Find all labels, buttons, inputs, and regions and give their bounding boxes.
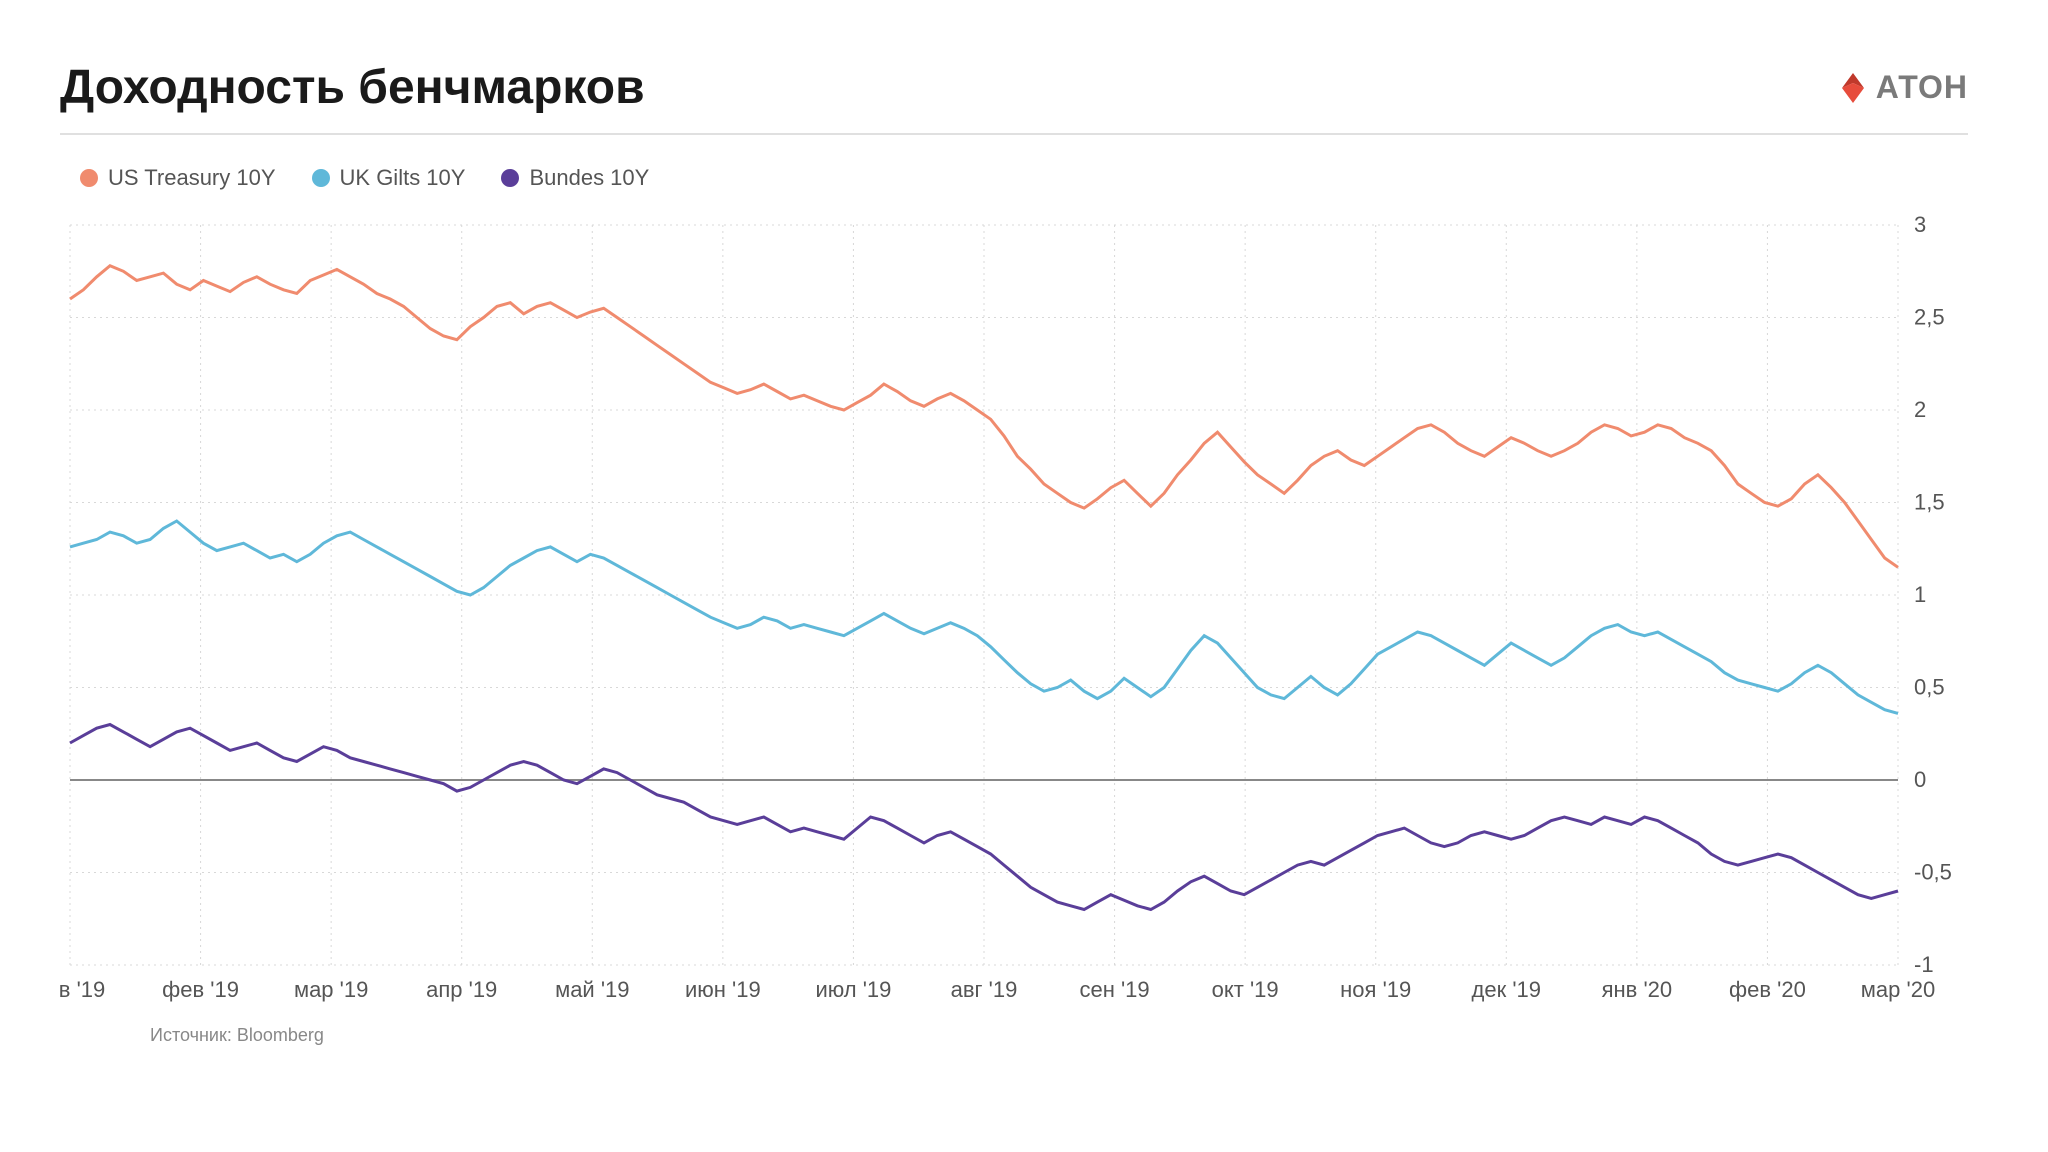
svg-text:0: 0 (1914, 767, 1926, 792)
svg-text:фев '20: фев '20 (1729, 977, 1806, 1002)
logo: АТОН (1836, 69, 1968, 106)
svg-text:-1: -1 (1914, 952, 1934, 977)
legend-dot (312, 169, 330, 187)
legend-item: UK Gilts 10Y (312, 165, 466, 191)
svg-text:дек '19: дек '19 (1472, 977, 1541, 1002)
svg-text:1,5: 1,5 (1914, 490, 1945, 515)
svg-text:авг '19: авг '19 (951, 977, 1018, 1002)
legend-label: US Treasury 10Y (108, 165, 276, 191)
svg-text:сен '19: сен '19 (1079, 977, 1149, 1002)
logo-icon (1836, 71, 1870, 105)
svg-text:фев '19: фев '19 (162, 977, 239, 1002)
svg-text:2,5: 2,5 (1914, 305, 1945, 330)
logo-text: АТОН (1876, 69, 1968, 106)
svg-text:янв '20: янв '20 (1602, 977, 1673, 1002)
legend-item: US Treasury 10Y (80, 165, 276, 191)
svg-text:май '19: май '19 (555, 977, 629, 1002)
svg-text:янв '19: янв '19 (60, 977, 105, 1002)
svg-text:окт '19: окт '19 (1212, 977, 1279, 1002)
svg-text:3: 3 (1914, 215, 1926, 237)
svg-text:2: 2 (1914, 397, 1926, 422)
legend-label: Bundes 10Y (529, 165, 649, 191)
legend-dot (501, 169, 519, 187)
svg-text:июл '19: июл '19 (815, 977, 891, 1002)
svg-text:0,5: 0,5 (1914, 675, 1945, 700)
svg-text:мар '20: мар '20 (1861, 977, 1935, 1002)
svg-text:июн '19: июн '19 (685, 977, 761, 1002)
legend-dot (80, 169, 98, 187)
legend: US Treasury 10Y UK Gilts 10Y Bundes 10Y (80, 165, 1968, 191)
legend-item: Bundes 10Y (501, 165, 649, 191)
svg-text:апр '19: апр '19 (426, 977, 497, 1002)
legend-label: UK Gilts 10Y (340, 165, 466, 191)
svg-text:мар '19: мар '19 (294, 977, 368, 1002)
svg-text:1: 1 (1914, 582, 1926, 607)
chart: -1 -0,5 0 0,5 1 1,5 2 2,5 3 янв '19 фев '19 мар '19… (60, 215, 1968, 1015)
page-title: Доходность бенчмарков (60, 60, 645, 115)
source-text: Источник: Bloomberg (150, 1025, 1968, 1046)
svg-text:ноя '19: ноя '19 (1340, 977, 1411, 1002)
header: Доходность бенчмарков АТОН (60, 60, 1968, 135)
svg-text:-0,5: -0,5 (1914, 860, 1952, 885)
line-chart-svg: -1 -0,5 0 0,5 1 1,5 2 2,5 3 янв '19 фев '19 мар '19… (60, 215, 1968, 1015)
